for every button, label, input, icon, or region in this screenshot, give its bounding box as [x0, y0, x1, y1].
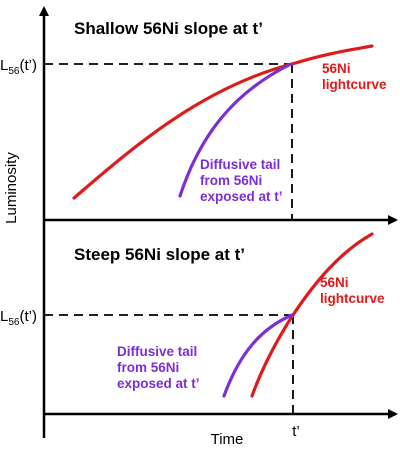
bottom-panel-title: Steep 56Ni slope at t’ — [74, 245, 245, 264]
bottom-tail-label-line-3: exposed at t’ — [117, 376, 200, 391]
top-ni-lightcurve — [72, 44, 374, 200]
top-l56-label: L56(t’) — [0, 57, 37, 77]
bottom-l56-label: L56(t’) — [0, 308, 37, 328]
bottom-ni-label-line-1: 56Ni — [320, 275, 349, 290]
bottom-ni-label: 56Ni lightcurve — [320, 275, 385, 306]
bottom-ni-label-line-2: lightcurve — [320, 291, 385, 306]
top-diffusive-tail — [178, 62, 293, 198]
top-ni-label: 56Ni lightcurve — [322, 61, 387, 92]
top-tail-label-line-3: exposed at t’ — [200, 189, 283, 204]
top-panel-title: Shallow 56Ni slope at t’ — [74, 19, 263, 38]
bottom-tail-label-line-2: from 56Ni — [117, 360, 179, 375]
top-tail-label-line-1: Diffusive tail — [200, 157, 280, 172]
y-axis-label: Luminosity — [3, 152, 20, 224]
t-prime-label: t’ — [292, 423, 300, 440]
bottom-diffusive-tail — [222, 313, 294, 398]
top-tail-label-line-2: from 56Ni — [200, 173, 262, 188]
top-ni-label-line-2: lightcurve — [322, 77, 387, 92]
bottom-tail-label: Diffusive tail from 56Ni exposed at t’ — [117, 344, 201, 391]
bottom-tail-label-line-1: Diffusive tail — [117, 344, 197, 359]
top-tail-label: Diffusive tail from 56Ni exposed at t’ — [200, 157, 284, 204]
x-axis-label: Time — [211, 431, 244, 448]
top-ni-label-line-1: 56Ni — [322, 61, 351, 76]
